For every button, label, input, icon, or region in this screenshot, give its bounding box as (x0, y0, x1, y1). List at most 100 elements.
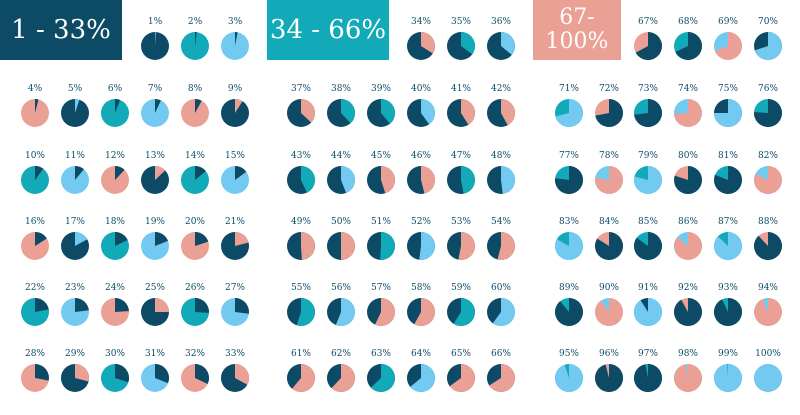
pie-label: 80% (678, 151, 698, 161)
pie-8-percent: 8% (181, 84, 209, 127)
pie-slice (497, 232, 516, 260)
pie-32-percent: 32% (181, 349, 210, 392)
pie-label: 2% (188, 17, 203, 27)
pie-slice (155, 232, 169, 246)
pie-48-percent: 48% (487, 151, 515, 194)
pie-36-percent: 36% (487, 17, 515, 60)
pie-label: 48% (491, 151, 511, 161)
pie-label: 69% (718, 17, 738, 27)
pie-slice (453, 298, 476, 326)
pie-label: 60% (491, 283, 511, 293)
pie-83-percent: 83% (555, 217, 584, 261)
pie-44-percent: 44% (327, 151, 356, 194)
pie-label: 10% (25, 151, 45, 161)
pie-slice (35, 364, 49, 381)
pie-label: 71% (559, 84, 579, 94)
pie-81-percent: 81% (713, 151, 742, 195)
pie-27-percent: 27% (221, 283, 249, 326)
pie-slice (634, 364, 663, 393)
pie-slice (421, 166, 435, 194)
pie-93-percent: 93% (713, 283, 742, 326)
pie-label: 15% (225, 151, 245, 161)
pie-58-percent: 58% (407, 283, 436, 326)
pie-24-percent: 24% (101, 283, 129, 326)
pie-40-percent: 40% (407, 84, 436, 127)
pie-label: 12% (105, 151, 125, 161)
pie-label: 30% (105, 349, 125, 359)
pie-label: 70% (758, 17, 778, 27)
pie-17-percent: 17% (61, 217, 89, 260)
pie-label: 50% (331, 217, 351, 227)
pie-45-percent: 45% (367, 151, 395, 194)
pie-slice (555, 364, 584, 393)
pie-slice (195, 364, 210, 384)
pie-slice (380, 231, 396, 260)
pie-slice (155, 99, 161, 113)
pie-label: 75% (718, 84, 738, 94)
pie-slice (75, 364, 89, 382)
pie-slice (594, 298, 623, 326)
pie-label: 73% (638, 84, 658, 94)
pie-slice (370, 364, 395, 392)
pie-label: 98% (678, 349, 698, 359)
pie-90-percent: 90% (594, 283, 623, 326)
pie-label: 54% (491, 217, 511, 227)
pie-label: 44% (331, 151, 351, 161)
pie-30-percent: 30% (101, 349, 129, 392)
pie-slice (675, 32, 702, 60)
pie-slice (75, 166, 84, 180)
range-banner-34-66: 34 - 66% (267, 0, 389, 60)
pie-label: 92% (678, 283, 698, 293)
pie-slice (341, 166, 356, 194)
pie-label: 25% (145, 283, 165, 293)
pie-slice (555, 232, 584, 261)
pie-3-percent: 3% (221, 17, 249, 60)
pie-label: 34% (411, 17, 431, 27)
pie-20-percent: 20% (181, 217, 209, 260)
pie-46-percent: 46% (407, 151, 435, 194)
pie-65-percent: 65% (447, 349, 475, 392)
pie-2-percent: 2% (181, 17, 209, 60)
pie-label: 6% (108, 84, 123, 94)
pie-28-percent: 28% (21, 349, 49, 392)
pie-84-percent: 84% (595, 217, 624, 261)
pie-label: 85% (638, 217, 658, 227)
pie-label: 91% (638, 283, 658, 293)
pie-label: 14% (185, 151, 205, 161)
pie-slice (595, 364, 624, 393)
pie-label: 56% (331, 283, 351, 293)
pie-slice (195, 166, 206, 180)
pie-slice (714, 99, 742, 127)
pie-92-percent: 92% (674, 283, 703, 326)
range-banner-67-100: 67- 100% (533, 0, 621, 60)
pie-slice (713, 166, 742, 195)
pie-slice (235, 99, 243, 113)
pie-75-percent: 75% (714, 84, 742, 127)
pie-slice (753, 298, 782, 326)
pie-slice (331, 364, 355, 393)
pie-slice (301, 232, 315, 260)
pie-42-percent: 42% (487, 84, 515, 127)
pie-31-percent: 31% (141, 349, 170, 392)
pie-slice (461, 99, 475, 125)
pie-78-percent: 78% (595, 151, 624, 194)
pie-70-percent: 70% (754, 17, 783, 60)
pie-label: 39% (371, 84, 391, 94)
pie-slice (714, 363, 743, 392)
pie-slice (35, 166, 44, 180)
pie-29-percent: 29% (61, 349, 89, 392)
pie-slice (555, 298, 584, 327)
pie-35-percent: 35% (447, 17, 476, 60)
pie-label: 64% (411, 349, 431, 359)
pie-label: 86% (678, 217, 698, 227)
pie-label: 79% (638, 151, 658, 161)
pie-7-percent: 7% (141, 84, 169, 127)
pie-63-percent: 63% (367, 349, 395, 392)
pie-61-percent: 61% (287, 349, 316, 392)
pie-33-percent: 33% (221, 349, 249, 392)
pie-label: 89% (559, 283, 579, 293)
pie-15-percent: 15% (221, 151, 249, 194)
pie-slice (753, 166, 782, 195)
pie-label: 66% (491, 349, 511, 359)
